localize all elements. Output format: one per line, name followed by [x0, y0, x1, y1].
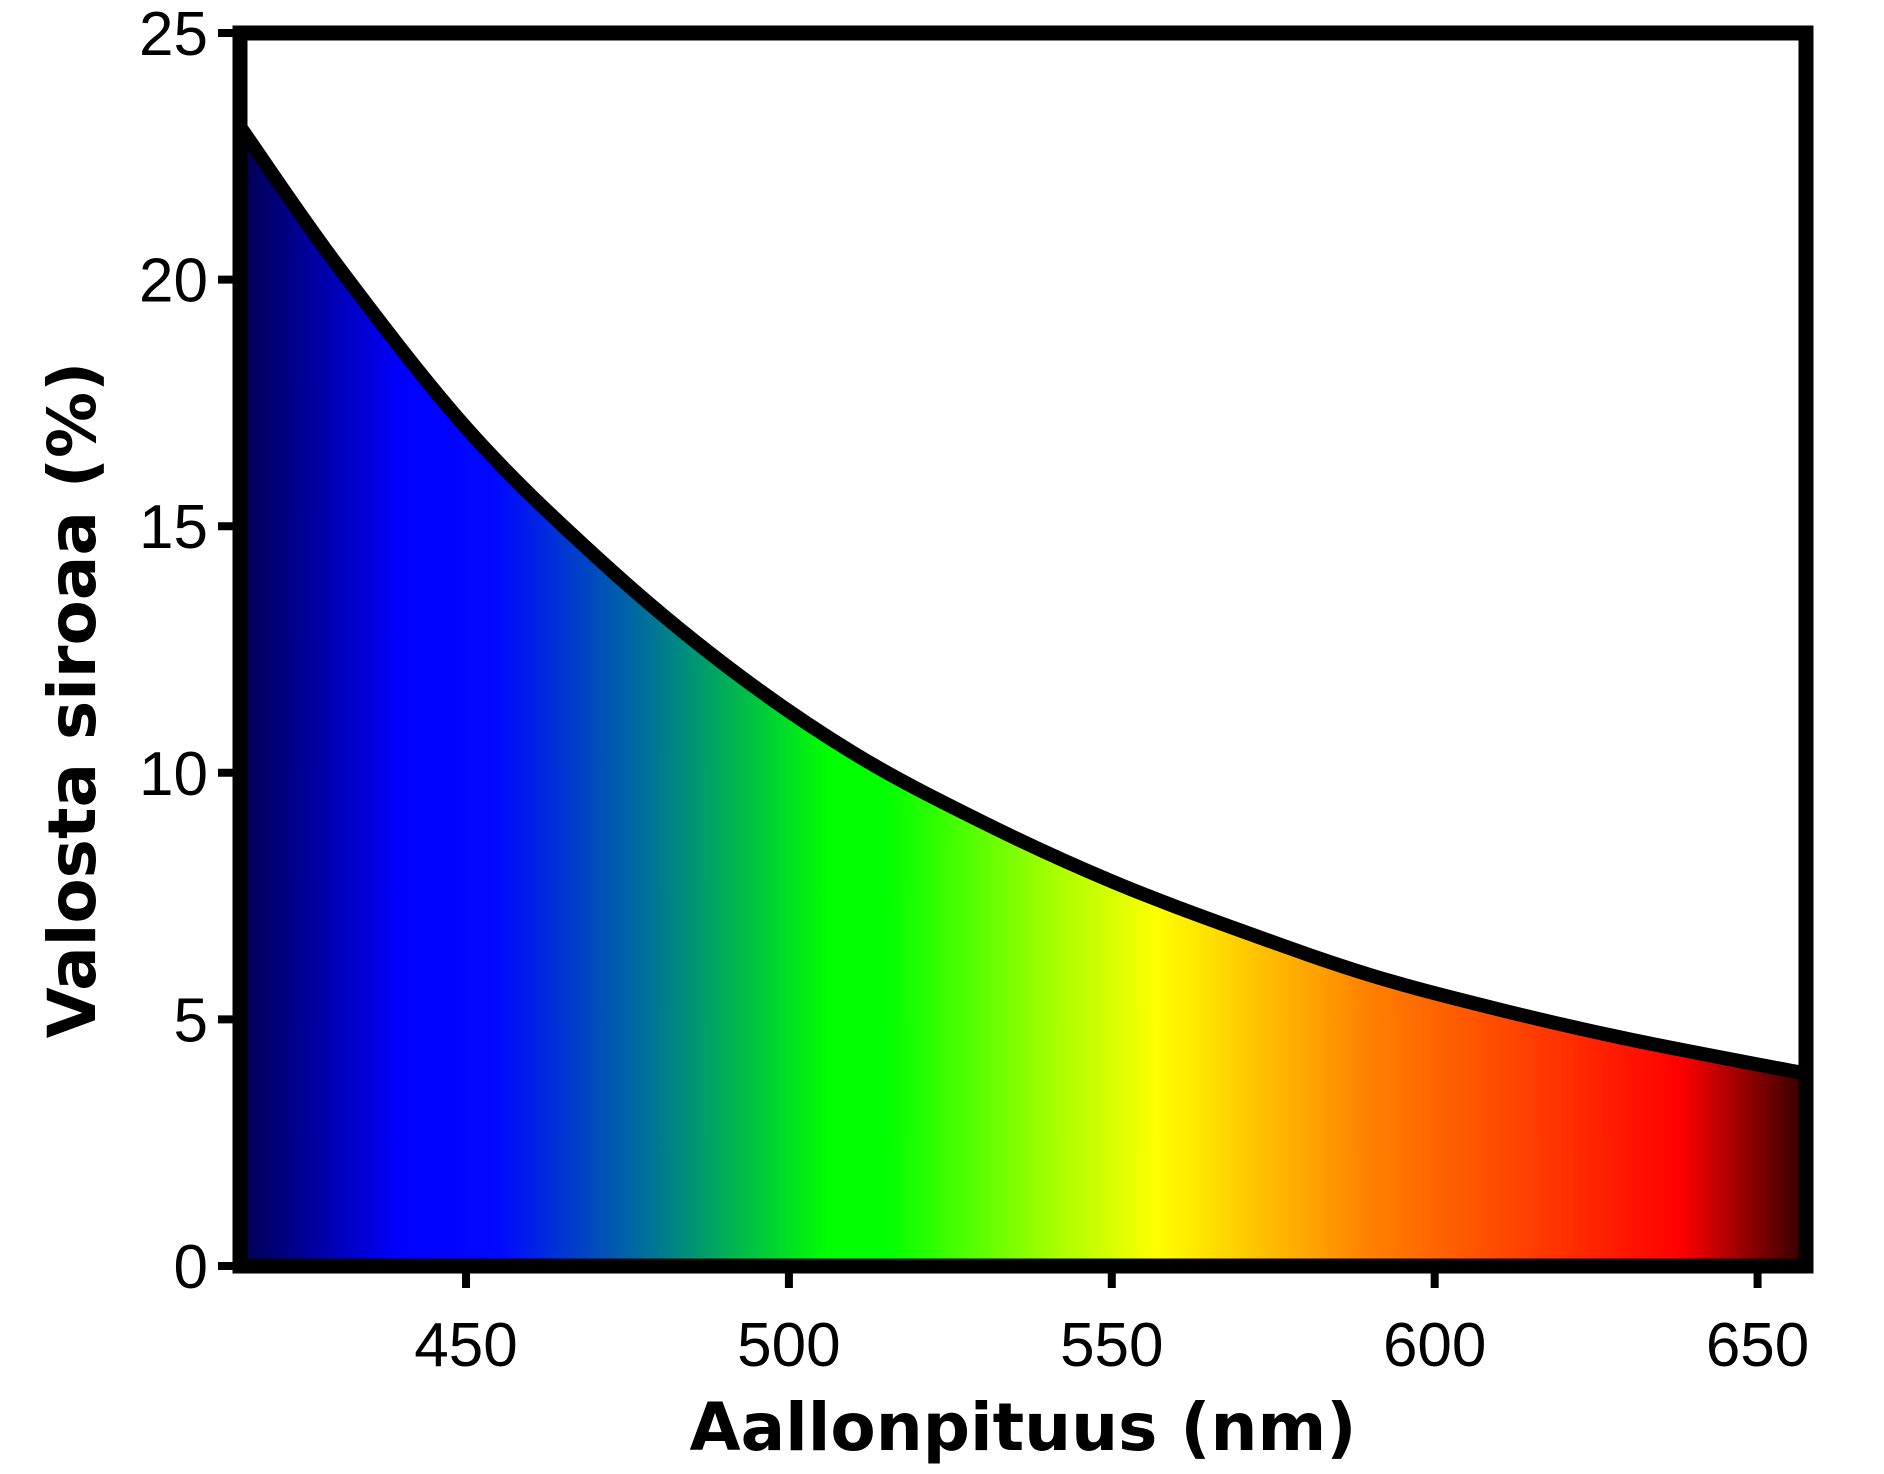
x-tick-label: 650 [1706, 1311, 1809, 1380]
x-tick-label: 600 [1383, 1311, 1486, 1380]
plot-frame [232, 25, 1814, 1274]
x-tick-label: 500 [737, 1311, 840, 1380]
x-tick-label: 450 [414, 1311, 517, 1380]
x-axis-title: Aallonpituus (nm) [690, 1389, 1357, 1466]
x-tick-label: 550 [1060, 1311, 1163, 1380]
y-tick-label: 20 [139, 247, 208, 316]
plot-area [240, 122, 1806, 1266]
y-tick-label: 25 [139, 0, 208, 69]
y-axis-title: Valosta siroaa (%) [34, 362, 111, 1039]
spectrum-area-fill [240, 126, 1806, 1266]
scattering-curve [240, 122, 1806, 1081]
axis-ticks: 450 500 550 600 650 0 5 10 15 20 25 [139, 0, 1809, 1380]
y-tick-label: 5 [174, 986, 208, 1055]
y-tick-label: 0 [174, 1233, 208, 1302]
y-tick-label: 15 [139, 493, 208, 562]
y-tick-label: 10 [139, 740, 208, 809]
